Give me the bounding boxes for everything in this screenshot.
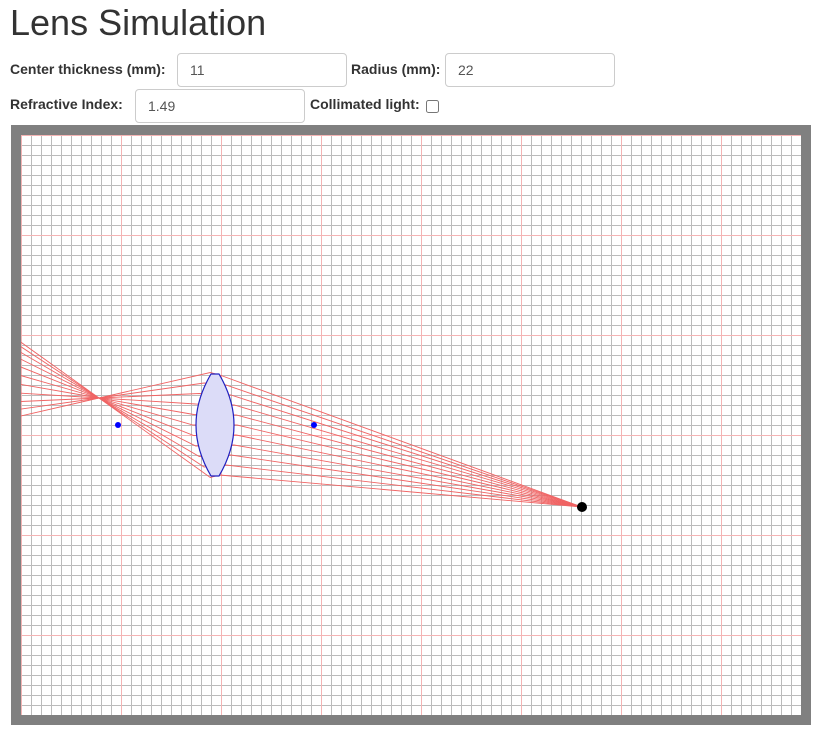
light-ray [21,358,583,508]
grid-minor-lines [21,135,801,715]
light-rays [21,341,583,508]
lens-shape[interactable] [195,373,235,477]
simulation-frame [11,125,811,725]
light-ray [21,346,583,508]
light-ray [21,366,583,508]
center-thickness-label: Center thickness (mm): [10,61,166,77]
focal-point-right [311,422,317,428]
page-title: Lens Simulation [10,2,267,43]
radius-input[interactable] [445,53,615,87]
light-ray [21,341,583,508]
light-ray [21,382,583,508]
light-ray [21,393,583,508]
light-ray [21,352,583,508]
light-ray [21,392,583,508]
center-thickness-input[interactable] [177,53,347,87]
light-ray [21,375,583,508]
collimated-light-label: Collimated light: [310,96,420,112]
focal-point-left [115,422,121,428]
refractive-index-label: Refractive Index: [10,96,123,112]
light-ray [21,372,583,508]
light-source-point[interactable] [577,502,587,512]
simulation-canvas[interactable] [21,135,801,715]
refractive-index-input[interactable] [135,89,305,123]
collimated-light-checkbox[interactable] [426,100,439,113]
radius-label: Radius (mm): [351,61,441,77]
light-ray [21,383,583,508]
grid-major-lines [21,135,801,715]
